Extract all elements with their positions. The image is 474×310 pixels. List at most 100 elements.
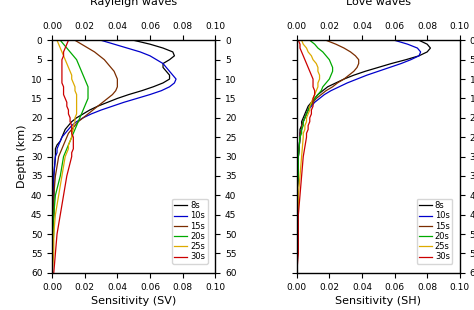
25s [63, 58, 68, 61]
15s [297, 135, 303, 139]
30s [295, 213, 301, 217]
30s [59, 58, 65, 61]
30s [309, 108, 314, 112]
20s [301, 124, 306, 127]
10s [111, 42, 117, 46]
25s [65, 143, 71, 147]
25s [51, 252, 56, 255]
30s [59, 62, 65, 65]
30s [65, 108, 71, 112]
15s [49, 232, 55, 236]
20s [330, 66, 336, 69]
15s [115, 85, 120, 89]
10s [304, 112, 310, 116]
25s [67, 69, 73, 73]
30s [69, 128, 74, 131]
15s [294, 193, 300, 197]
20s [51, 232, 56, 236]
8s [59, 135, 65, 139]
Line: 10s: 10s [297, 40, 420, 273]
8s [51, 174, 56, 178]
25s [302, 128, 308, 131]
15s [330, 85, 336, 89]
20s [79, 112, 84, 116]
20s [327, 58, 332, 61]
20s [330, 69, 336, 73]
10s [354, 77, 360, 81]
30s [54, 232, 60, 236]
15s [323, 38, 329, 42]
10s [297, 135, 303, 139]
8s [294, 271, 300, 275]
10s [59, 135, 65, 139]
25s [72, 120, 78, 124]
Line: 30s: 30s [54, 40, 73, 273]
20s [323, 54, 329, 58]
8s [150, 85, 156, 89]
15s [51, 193, 56, 197]
8s [160, 66, 166, 69]
15s [72, 124, 78, 127]
15s [335, 81, 340, 85]
30s [59, 81, 65, 85]
25s [315, 69, 321, 73]
15s [307, 104, 313, 108]
10s [89, 112, 94, 116]
25s [309, 100, 314, 104]
8s [297, 131, 303, 135]
10s [167, 69, 173, 73]
25s [64, 151, 70, 155]
30s [309, 73, 314, 77]
Line: 25s: 25s [52, 40, 77, 273]
30s [57, 213, 63, 217]
30s [299, 50, 304, 54]
25s [304, 120, 310, 124]
20s [83, 81, 89, 85]
10s [415, 46, 420, 50]
15s [313, 97, 319, 100]
8s [375, 66, 381, 69]
10s [98, 108, 104, 112]
8s [333, 81, 339, 85]
Line: 8s: 8s [297, 40, 430, 273]
15s [305, 108, 311, 112]
10s [54, 151, 60, 155]
15s [64, 135, 70, 139]
8s [53, 147, 58, 151]
25s [69, 131, 74, 135]
8s [351, 73, 356, 77]
10s [295, 155, 301, 158]
15s [108, 66, 114, 69]
8s [172, 54, 177, 58]
30s [67, 116, 73, 120]
10s [69, 124, 74, 127]
30s [305, 66, 311, 69]
20s [64, 46, 70, 50]
25s [301, 135, 306, 139]
10s [65, 128, 71, 131]
8s [294, 252, 300, 255]
10s [312, 100, 318, 104]
8s [74, 116, 80, 120]
20s [77, 116, 82, 120]
30s [71, 139, 76, 143]
20s [67, 139, 73, 143]
10s [328, 89, 334, 92]
8s [325, 85, 330, 89]
20s [328, 73, 334, 77]
30s [310, 97, 316, 100]
8s [312, 97, 318, 100]
25s [74, 104, 80, 108]
30s [69, 155, 74, 158]
25s [317, 77, 322, 81]
15s [294, 271, 300, 275]
8s [69, 120, 74, 124]
25s [74, 97, 80, 100]
25s [71, 128, 76, 131]
25s [305, 50, 311, 54]
30s [297, 193, 303, 197]
10s [398, 62, 404, 65]
20s [49, 271, 55, 275]
15s [341, 46, 347, 50]
25s [313, 89, 319, 92]
